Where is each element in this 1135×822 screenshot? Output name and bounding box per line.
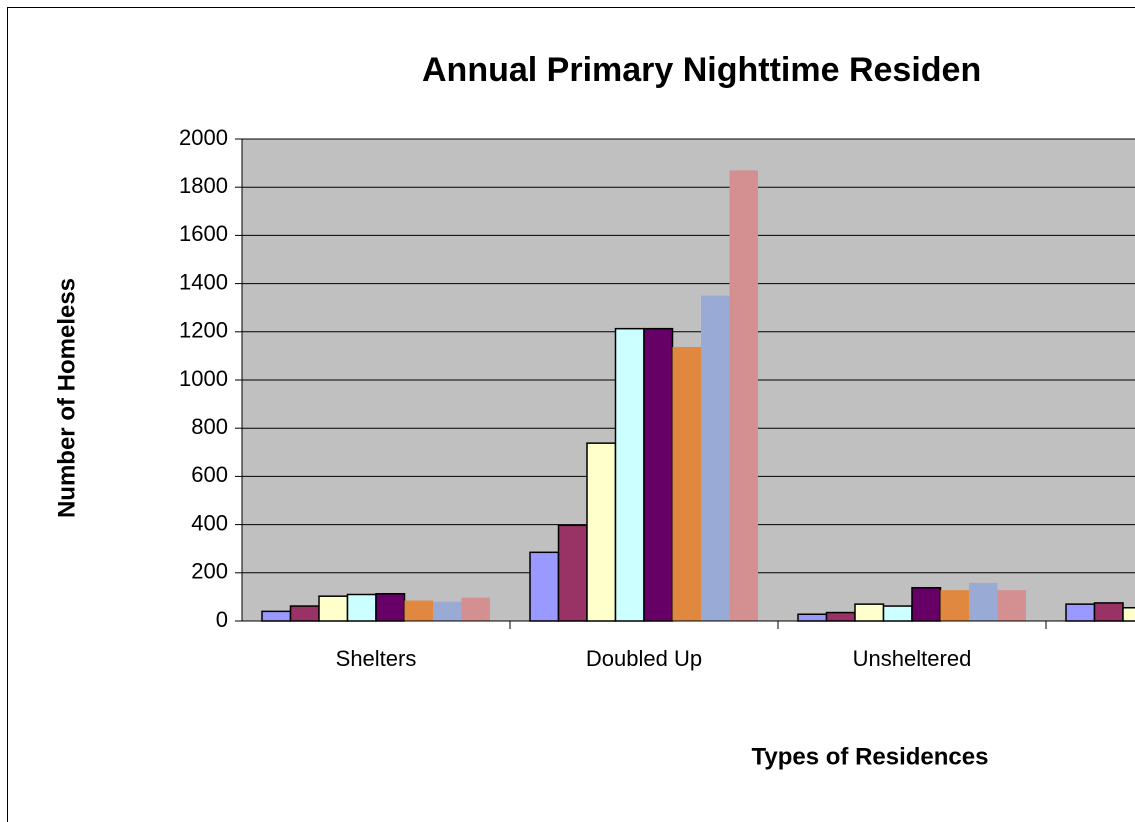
x-tick-label: Doubled Up (586, 646, 702, 671)
bar (318, 595, 349, 622)
bar (289, 605, 320, 622)
bar (557, 524, 588, 622)
y-tick-label: 400 (191, 510, 228, 535)
bar (643, 327, 674, 622)
y-tick-label: 1600 (179, 221, 228, 246)
x-tick-label: Shelters (336, 646, 417, 671)
y-tick-label: 1800 (179, 173, 228, 198)
bar (375, 593, 406, 622)
y-tick-label: 1200 (179, 318, 228, 343)
bar (882, 605, 913, 622)
y-tick-label: 800 (191, 414, 228, 439)
x-axis-label: Types of Residences (752, 743, 989, 770)
y-tick-label: 200 (191, 559, 228, 584)
bar (854, 603, 885, 622)
bar (529, 551, 560, 622)
y-tick-label: 600 (191, 462, 228, 487)
bar (997, 590, 1026, 621)
bar (1122, 606, 1135, 622)
bar (825, 611, 856, 622)
bar (586, 442, 617, 622)
y-tick-label: 1400 (179, 269, 228, 294)
x-tick-label: Unsheltered (853, 646, 972, 671)
bar (729, 170, 758, 621)
bar (346, 593, 377, 622)
bar (969, 582, 998, 621)
y-tick-label: 0 (216, 607, 228, 632)
y-tick-label: 2000 (179, 125, 228, 150)
bar (614, 327, 645, 622)
bar (940, 590, 969, 621)
bar (701, 295, 730, 621)
bar (672, 346, 701, 621)
bar (1093, 602, 1124, 622)
bar (404, 600, 433, 621)
y-axis-label: Number of Homeless (53, 278, 80, 518)
y-tick-label: 1000 (179, 366, 228, 391)
bar (261, 610, 292, 622)
bar (1065, 603, 1096, 622)
bar (911, 586, 942, 622)
chart-title: Annual Primary Nighttime Residen (422, 51, 981, 89)
bar (797, 613, 828, 622)
bar (433, 601, 462, 621)
bar (461, 597, 490, 621)
